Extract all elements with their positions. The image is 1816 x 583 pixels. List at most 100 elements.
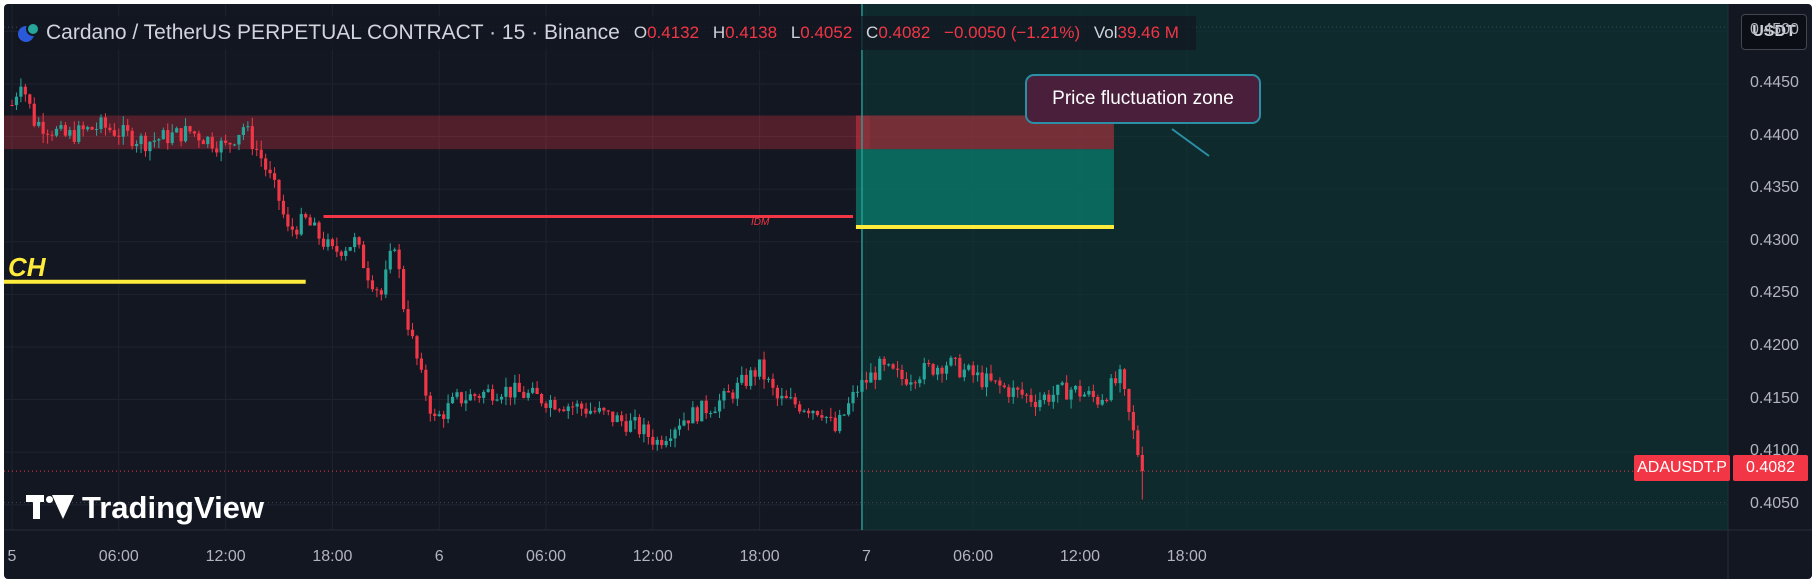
candle — [317, 220, 321, 245]
candle — [259, 140, 263, 167]
candle — [175, 126, 179, 133]
candle-body — [32, 103, 36, 126]
candle-body — [735, 382, 739, 399]
currency-button[interactable]: USDT — [1741, 14, 1807, 50]
price-chart[interactable] — [4, 4, 1812, 579]
candle — [753, 367, 757, 386]
candle — [847, 397, 851, 417]
candle-body — [1051, 394, 1055, 402]
candle — [183, 118, 188, 143]
candle — [571, 401, 575, 416]
candle-body — [1002, 385, 1006, 388]
symbol-header[interactable]: Cardano / TetherUS PERPETUAL CONTRACT · … — [18, 16, 1196, 50]
candle-body — [597, 407, 601, 412]
candle-body — [580, 403, 584, 409]
candle — [108, 123, 112, 133]
candle-body — [726, 391, 731, 393]
candle-body — [864, 380, 868, 383]
candle-body — [766, 378, 771, 380]
candle — [593, 406, 597, 414]
candle-body — [86, 127, 90, 130]
candle — [1136, 425, 1140, 458]
candle — [228, 142, 232, 153]
candle-body — [508, 386, 512, 398]
candle — [433, 408, 437, 421]
chart-frame[interactable]: Cardano / TetherUS PERPETUAL CONTRACT · … — [4, 4, 1812, 579]
candle — [944, 361, 949, 380]
candle-body — [228, 142, 232, 145]
candle — [94, 122, 99, 136]
candle-body — [370, 280, 375, 290]
candle-body — [1056, 384, 1060, 395]
candle-body — [722, 391, 726, 401]
candle — [59, 120, 63, 131]
price-fluctuation-callout[interactable]: Price fluctuation zone — [1025, 74, 1261, 124]
candle-body — [192, 131, 197, 134]
candle — [887, 363, 891, 367]
candle — [241, 123, 245, 141]
candle — [406, 300, 410, 336]
last-price-tag: 0.4082 — [1733, 455, 1808, 481]
candle — [344, 246, 348, 261]
candle-body — [361, 244, 366, 269]
time-axis-label: 7 — [861, 548, 871, 565]
candle — [188, 125, 192, 135]
candle — [620, 411, 624, 427]
candle — [375, 287, 379, 298]
candle — [206, 136, 210, 148]
candle-body — [904, 379, 909, 385]
target-zone-box — [855, 149, 1114, 228]
candle-body — [775, 387, 779, 399]
candle-body — [495, 399, 499, 401]
candle-body — [851, 391, 855, 404]
candle-body — [366, 268, 370, 281]
candle-body — [1100, 399, 1104, 405]
candle — [268, 161, 272, 179]
candle-body — [286, 214, 290, 227]
candle-body — [815, 410, 820, 416]
candle-body — [330, 239, 334, 247]
candle-body — [1073, 385, 1078, 390]
candle-body — [566, 406, 570, 412]
candle — [611, 411, 615, 427]
price-axis-label: 0.4050 — [1750, 494, 1799, 512]
candle-body — [406, 309, 410, 330]
candle — [210, 132, 214, 153]
candle — [179, 127, 183, 147]
candle-body — [535, 387, 539, 395]
candle-body — [976, 372, 980, 376]
candle-body — [215, 148, 219, 153]
candle-body — [758, 359, 762, 377]
callout-pointer — [1171, 128, 1210, 157]
candle — [246, 121, 250, 132]
candle-body — [553, 399, 557, 410]
candle-body — [219, 140, 223, 153]
candle — [1100, 394, 1104, 406]
candle-body — [393, 249, 397, 251]
candle-body — [402, 269, 406, 310]
candle-body — [655, 439, 659, 445]
candle-body — [584, 408, 588, 414]
symbol-title[interactable]: Cardano / TetherUS PERPETUAL CONTRACT · … — [46, 21, 620, 44]
candle — [548, 394, 553, 417]
candle — [713, 406, 717, 414]
time-axis-label: 06:00 — [525, 548, 567, 565]
candle-body — [673, 429, 677, 439]
candle — [148, 141, 152, 161]
candle — [838, 409, 842, 434]
candle-body — [717, 400, 722, 412]
candle-body — [1127, 389, 1131, 413]
candle — [10, 99, 14, 107]
candle-body — [455, 392, 459, 397]
candle-body — [277, 179, 281, 201]
ch-label: CH — [8, 252, 46, 282]
candle — [522, 386, 526, 399]
candle — [789, 387, 793, 400]
candle-body — [19, 86, 23, 97]
candle — [1087, 386, 1091, 397]
candle — [491, 384, 495, 405]
candle-body — [962, 369, 966, 378]
candle-body — [473, 394, 477, 397]
candle-body — [891, 364, 895, 369]
candle — [1007, 384, 1011, 403]
